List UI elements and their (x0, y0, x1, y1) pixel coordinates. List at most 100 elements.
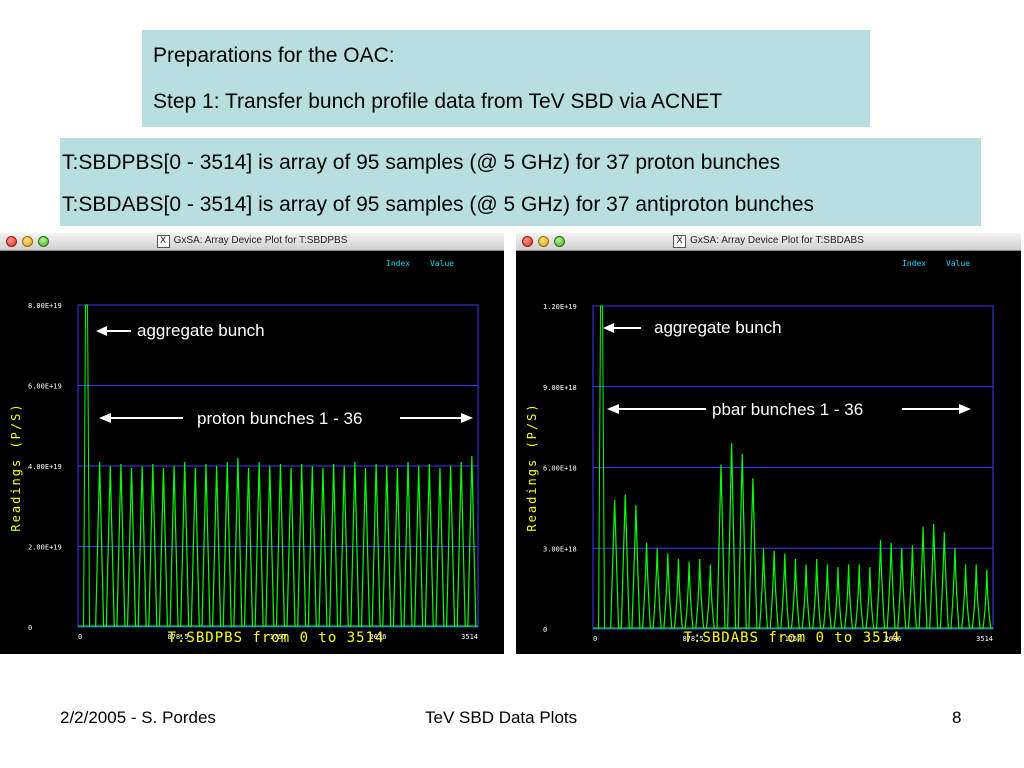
sbdabs-plot[interactable]: Index Value Readings (P/S) T:SBDABS from… (516, 251, 1021, 654)
x-tick-label: 3514 (976, 635, 993, 643)
annotation-bunches: proton bunches 1 - 36 (99, 409, 473, 428)
annotation-bunches: pbar bunches 1 - 36 (607, 400, 971, 419)
sbdpbs-plot-window[interactable]: X GxSA: Array Device Plot for T:SBDPBS In… (0, 233, 504, 654)
bunch-peak (190, 467, 200, 628)
description-line-2: T:SBDABS[0 - 3514] is array of 95 sample… (62, 193, 815, 216)
bunch-peak (705, 564, 715, 630)
window-title-text: GxSA: Array Device Plot for T:SBDABS (690, 235, 864, 246)
bunch-peak (631, 505, 641, 630)
bunch-peak (445, 465, 456, 628)
bunch-peak (918, 526, 928, 630)
y-tick-label: 6.00E+19 (28, 383, 62, 391)
bunch-peak (758, 548, 769, 630)
bunch-peak (695, 559, 705, 630)
window-titlebar[interactable]: X GxSA: Array Device Plot for T:SBDABS (516, 233, 1021, 251)
y-tick-label: 0 (543, 626, 547, 634)
bunch-peak (907, 545, 918, 630)
bunch-peak (350, 461, 360, 628)
bunch-peak (414, 465, 424, 628)
bunch-peak (801, 564, 811, 630)
bunch-peak (275, 463, 286, 628)
bunch-peak (180, 461, 190, 628)
x-tick-label: 2636 (885, 635, 902, 643)
minimize-window-icon[interactable] (538, 236, 549, 247)
y-tick-label: 8.00E+19 (28, 302, 62, 310)
bunch-peak (403, 461, 413, 628)
bunch-peak (243, 467, 254, 628)
chart-title: T:SBDPBS from 0 to 3514 (168, 630, 385, 646)
window-titlebar[interactable]: X GxSA: Array Device Plot for T:SBDPBS (0, 233, 504, 251)
bunch-peak (716, 464, 726, 630)
y-tick-label: 3.00E+18 (543, 545, 577, 553)
sbdpbs-plot[interactable]: Index Value Readings (P/S) T:SBDPBS from… (0, 251, 504, 654)
y-tick-label: 1.20E+19 (543, 303, 577, 311)
bunch-peak (652, 548, 662, 630)
bunch-peak (982, 569, 992, 630)
y-tick-label: 0 (28, 624, 32, 632)
index-button[interactable]: Index (386, 259, 410, 268)
svg-text:proton bunches 1 - 36: proton bunches 1 - 36 (197, 409, 362, 428)
annotation-aggregate: aggregate bunch (96, 321, 265, 340)
bunch-peak (727, 443, 737, 630)
bunch-peak (318, 467, 328, 628)
header-box: Preparations for the OAC: Step 1: Transf… (142, 30, 870, 127)
bunch-peak (201, 463, 211, 628)
bunch-peak (297, 463, 307, 628)
bunch-peak (812, 559, 822, 630)
y-tick-label: 2.00E+19 (28, 544, 62, 552)
x11-icon: X (156, 235, 170, 248)
bunch-peak (126, 467, 137, 628)
header-line-1: Preparations for the OAC: (153, 44, 395, 67)
aggregate-bunch-peak (598, 305, 606, 630)
bunch-peak (610, 499, 620, 630)
bunch-peak (148, 463, 158, 628)
y-tick-label: 9.00E+18 (543, 384, 577, 392)
bunch-peak (844, 564, 854, 630)
bunch-peak (371, 463, 381, 628)
y-tick-label: 6.00E+18 (543, 465, 577, 473)
bunch-peak (620, 494, 630, 630)
bunch-peak (467, 455, 477, 628)
x-tick-label: 3514 (461, 633, 478, 641)
footer-author-date: 2/2/2005 - S. Pordes (60, 708, 216, 727)
minimize-window-icon[interactable] (22, 236, 33, 247)
bunch-peak (456, 461, 466, 628)
value-button[interactable]: Value (946, 259, 970, 268)
index-button[interactable]: Index (902, 259, 926, 268)
sbdabs-plot-window[interactable]: X GxSA: Array Device Plot for T:SBDABS In… (516, 233, 1021, 654)
page-number: 8 (952, 708, 962, 727)
zoom-window-icon[interactable] (38, 236, 49, 247)
bunch-peak (673, 559, 684, 630)
svg-text:pbar bunches 1 - 36: pbar bunches 1 - 36 (712, 400, 863, 419)
bunch-peak (769, 550, 779, 630)
bunch-peak (897, 548, 907, 630)
bunch-peak (169, 465, 179, 628)
bunch-peak (424, 463, 434, 628)
bunch-peak (684, 561, 694, 630)
zoom-window-icon[interactable] (554, 236, 565, 247)
x-tick-label: 878.5 (682, 635, 703, 643)
bunch-peak (854, 564, 864, 630)
bunch-peak (435, 467, 445, 628)
bunch-peak (939, 532, 949, 630)
bunch-peak (929, 524, 939, 630)
bunch-peak (116, 463, 126, 628)
bunch-peak (254, 461, 264, 628)
close-window-icon[interactable] (522, 236, 533, 247)
close-window-icon[interactable] (6, 236, 17, 247)
value-button[interactable]: Value (430, 259, 454, 268)
x-tick-label: 0 (78, 633, 82, 641)
bunch-peak (95, 461, 105, 628)
bunch-peak (382, 465, 392, 628)
window-title-text: GxSA: Array Device Plot for T:SBDPBS (173, 235, 348, 246)
y-axis-label: Readings (P/S) (9, 402, 23, 531)
bunch-peak (790, 559, 801, 630)
x11-icon: X (673, 235, 687, 248)
y-axis-label: Readings (P/S) (525, 402, 539, 531)
header-line-2: Step 1: Transfer bunch profile data from… (153, 90, 723, 113)
bunch-peak (822, 564, 832, 630)
svg-text:aggregate bunch: aggregate bunch (654, 318, 782, 337)
chart-title: T:SBDABS from 0 to 3514 (684, 630, 901, 646)
bunch-peak (780, 553, 790, 630)
bunch-peak (307, 465, 317, 628)
